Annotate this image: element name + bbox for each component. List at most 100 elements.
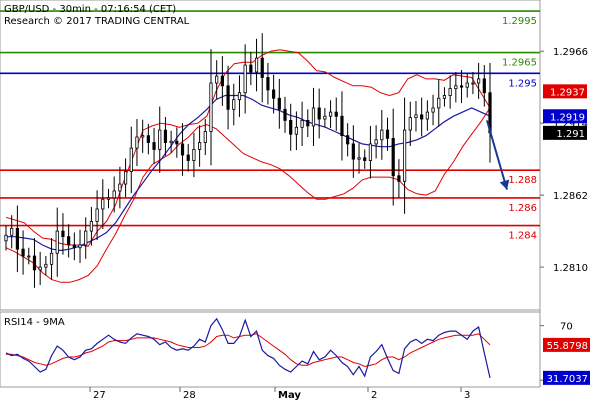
bollinger-lower xyxy=(5,107,491,283)
candle-body xyxy=(203,131,207,143)
candle xyxy=(306,109,310,138)
candle-body xyxy=(300,120,304,128)
level-label-1.2995: 1.2995 xyxy=(502,16,537,27)
candle xyxy=(141,119,145,153)
candle xyxy=(459,69,464,104)
candle-body xyxy=(169,140,173,143)
candle-body xyxy=(328,111,333,117)
candle xyxy=(27,247,31,265)
candle xyxy=(78,229,82,263)
candle xyxy=(482,65,486,107)
candle xyxy=(152,128,156,164)
candle-body xyxy=(374,139,378,145)
candle xyxy=(186,143,190,172)
candle xyxy=(49,238,54,280)
candle xyxy=(146,123,150,155)
candle xyxy=(465,72,469,98)
candle xyxy=(437,79,441,127)
candle xyxy=(135,119,139,167)
price-box-label: 1.2919 xyxy=(550,112,585,123)
candle-body xyxy=(32,255,37,271)
candle xyxy=(72,232,76,261)
candle-body xyxy=(425,111,429,120)
candle xyxy=(346,123,350,157)
candle-body xyxy=(158,129,162,150)
candle xyxy=(391,108,395,206)
candle-body xyxy=(323,115,327,120)
price-tick-label: 1.2810 xyxy=(553,263,588,274)
rsi-title: RSI14 - 9MA xyxy=(4,317,65,328)
candle xyxy=(300,101,304,147)
price-box-bg xyxy=(543,84,587,99)
candle-body xyxy=(311,107,316,127)
candle-body xyxy=(283,108,287,121)
candle-body xyxy=(209,82,213,132)
candle-body xyxy=(135,136,139,149)
candle-body xyxy=(272,89,276,99)
candle-body xyxy=(118,183,122,192)
candle-body xyxy=(351,143,355,160)
price-box-bg xyxy=(543,125,587,140)
price-box-label: 1.2937 xyxy=(550,87,585,98)
forecast-arrow xyxy=(486,120,510,190)
candle-body xyxy=(260,57,264,78)
candle xyxy=(442,87,447,107)
candle xyxy=(44,256,48,276)
candle xyxy=(32,238,37,288)
candle xyxy=(414,101,418,132)
candle xyxy=(106,188,111,209)
candle-body xyxy=(72,244,76,249)
candle xyxy=(226,65,230,130)
candle-body xyxy=(294,126,299,135)
candle-body xyxy=(317,107,321,120)
price-boxes: 1.2937 1.2919 1.291 xyxy=(543,84,587,140)
rsi-box-label: 31.7037 xyxy=(547,374,588,385)
candle xyxy=(408,101,412,147)
candle-body xyxy=(84,230,88,246)
candle xyxy=(317,88,321,139)
chart-source: Research © 2017 TRADING CENTRAL xyxy=(4,16,190,27)
candle-body xyxy=(402,129,407,182)
candle-body xyxy=(306,120,310,127)
candle xyxy=(374,125,378,159)
candle-body xyxy=(215,75,219,84)
candle-body xyxy=(482,78,486,94)
candle-body xyxy=(391,137,395,177)
candle-body xyxy=(448,88,452,96)
candle-body xyxy=(442,95,447,99)
candle-body xyxy=(334,111,338,117)
candle xyxy=(180,123,185,176)
candle-body xyxy=(67,236,71,246)
time-tick-label: 3 xyxy=(464,390,470,400)
price-box-upper-band: 1.2937 xyxy=(543,84,587,99)
rsi-box-label: 55.8798 xyxy=(547,341,588,352)
level-label-1.288: 1.288 xyxy=(508,175,537,186)
candle-body xyxy=(420,114,424,120)
candle-body xyxy=(266,77,270,91)
candle xyxy=(402,97,407,214)
candle xyxy=(351,125,355,178)
level-label-1.284: 1.284 xyxy=(508,231,537,242)
candle-body xyxy=(15,227,19,250)
candle-body xyxy=(192,149,196,161)
candle-body xyxy=(78,244,82,249)
candle xyxy=(243,44,247,114)
arrow-head xyxy=(499,179,510,190)
time-tick-label: May xyxy=(278,390,301,400)
candle xyxy=(334,97,338,131)
candle-body xyxy=(186,154,190,161)
time-tick-label: 2 xyxy=(371,390,377,400)
candle xyxy=(4,225,8,251)
candle-body xyxy=(477,78,481,84)
arrow-shaft xyxy=(486,120,508,190)
candle-body xyxy=(180,143,185,156)
candle xyxy=(328,100,333,129)
candle xyxy=(220,56,224,106)
candle xyxy=(118,166,122,209)
time-tick-label: 28 xyxy=(183,390,196,400)
rsi-box-bg xyxy=(543,370,590,385)
candle-body xyxy=(106,197,111,200)
price-axis-labels: 1.2966 1.2914 1.2862 1.2810 xyxy=(540,47,588,274)
